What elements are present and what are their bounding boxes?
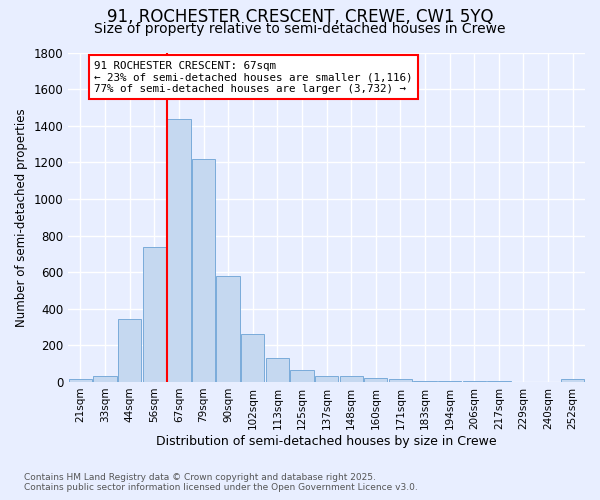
Bar: [118, 319, 142, 382]
Bar: [340, 376, 363, 382]
Text: Size of property relative to semi-detached houses in Crewe: Size of property relative to semi-detach…: [94, 22, 506, 36]
Bar: [143, 246, 166, 382]
Bar: [438, 381, 461, 382]
Y-axis label: Number of semi-detached properties: Number of semi-detached properties: [15, 108, 28, 326]
Text: 91, ROCHESTER CRESCENT, CREWE, CW1 5YQ: 91, ROCHESTER CRESCENT, CREWE, CW1 5YQ: [107, 8, 493, 26]
Bar: [389, 379, 412, 382]
Bar: [487, 381, 511, 382]
Bar: [217, 276, 240, 382]
Bar: [290, 370, 314, 382]
Bar: [167, 120, 191, 382]
Bar: [241, 334, 265, 382]
Bar: [561, 379, 584, 382]
Bar: [413, 381, 437, 382]
Bar: [69, 379, 92, 382]
Bar: [266, 358, 289, 382]
Bar: [192, 158, 215, 382]
Text: Contains HM Land Registry data © Crown copyright and database right 2025.
Contai: Contains HM Land Registry data © Crown c…: [24, 473, 418, 492]
Bar: [364, 378, 388, 382]
Bar: [463, 381, 486, 382]
Bar: [315, 376, 338, 382]
Text: 91 ROCHESTER CRESCENT: 67sqm
← 23% of semi-detached houses are smaller (1,116)
7: 91 ROCHESTER CRESCENT: 67sqm ← 23% of se…: [94, 60, 413, 94]
X-axis label: Distribution of semi-detached houses by size in Crewe: Distribution of semi-detached houses by …: [156, 434, 497, 448]
Bar: [94, 376, 117, 382]
